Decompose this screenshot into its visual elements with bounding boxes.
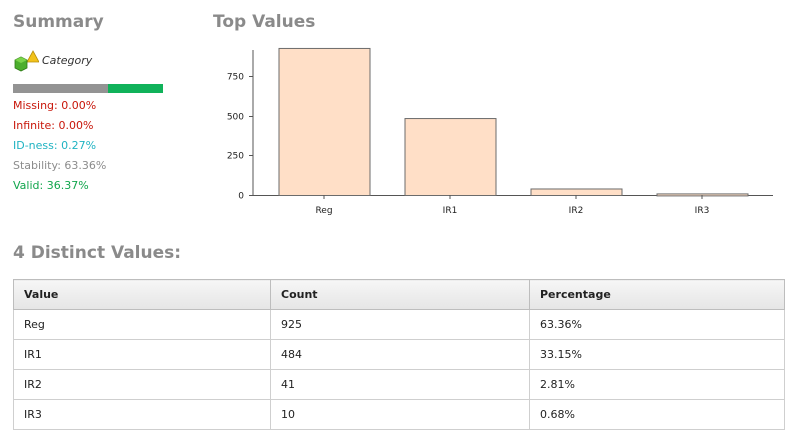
column-header-count[interactable]: Count (270, 279, 530, 310)
y-tick-label: 0 (238, 192, 244, 202)
cell-percentage: 0.68% (529, 399, 785, 430)
cell-count: 925 (270, 309, 530, 340)
table-header-row: Value Count Percentage (13, 279, 785, 310)
table-row[interactable]: IR3 10 0.68% (13, 399, 785, 430)
cell-value: IR3 (13, 399, 271, 430)
top-values-title: Top Values (213, 12, 316, 32)
cell-value: IR1 (13, 339, 271, 370)
x-tick-label: Reg (315, 206, 332, 216)
distinct-values-table: Value Count Percentage Reg 925 63.36% IR… (13, 279, 785, 430)
table-row[interactable]: Reg 925 63.36% (13, 309, 785, 340)
cell-percentage: 63.36% (529, 309, 785, 340)
stability-stat: Stability: 63.36% (13, 159, 107, 172)
stats-list: Missing: 0.00% Infinite: 0.00% ID-ness: … (13, 99, 106, 199)
cell-value: IR2 (13, 369, 271, 400)
column-header-value[interactable]: Value (13, 279, 271, 310)
cell-value: Reg (13, 309, 271, 340)
category-label: Category (42, 53, 93, 67)
table-row[interactable]: IR1 484 33.15% (13, 339, 785, 370)
y-tick-label: 250 (227, 152, 244, 162)
cell-count: 484 (270, 339, 530, 370)
bar (404, 118, 497, 196)
stability-bar-remainder (108, 84, 163, 93)
cell-percentage: 33.15% (529, 339, 785, 370)
y-tick-label: 750 (227, 73, 244, 83)
column-header-percentage[interactable]: Percentage (529, 279, 785, 310)
valid-stat: Valid: 36.37% (13, 179, 89, 192)
x-tick-label: IR3 (695, 206, 710, 216)
category-icon (14, 50, 39, 72)
stability-bar (13, 84, 163, 93)
y-tick-label: 500 (227, 113, 244, 123)
bar (278, 47, 371, 197)
x-tick-label: IR2 (569, 206, 584, 216)
infinite-stat: Infinite: 0.00% (13, 119, 94, 132)
missing-stat: Missing: 0.00% (13, 99, 97, 112)
summary-title: Summary (13, 12, 104, 32)
table-row[interactable]: IR2 41 2.81% (13, 369, 785, 400)
bar (530, 188, 623, 197)
category-row: Category (13, 48, 92, 72)
distinct-values-title: 4 Distinct Values: (13, 243, 182, 263)
idness-stat: ID-ness: 0.27% (13, 139, 97, 152)
cell-percentage: 2.81% (529, 369, 785, 400)
cell-count: 41 (270, 369, 530, 400)
cell-count: 10 (270, 399, 530, 430)
stability-bar-fill (13, 84, 109, 93)
top-values-chart: 0 250 500 750 Reg IR1 IR2 IR3 (227, 47, 773, 216)
x-tick-label: IR1 (443, 206, 458, 216)
